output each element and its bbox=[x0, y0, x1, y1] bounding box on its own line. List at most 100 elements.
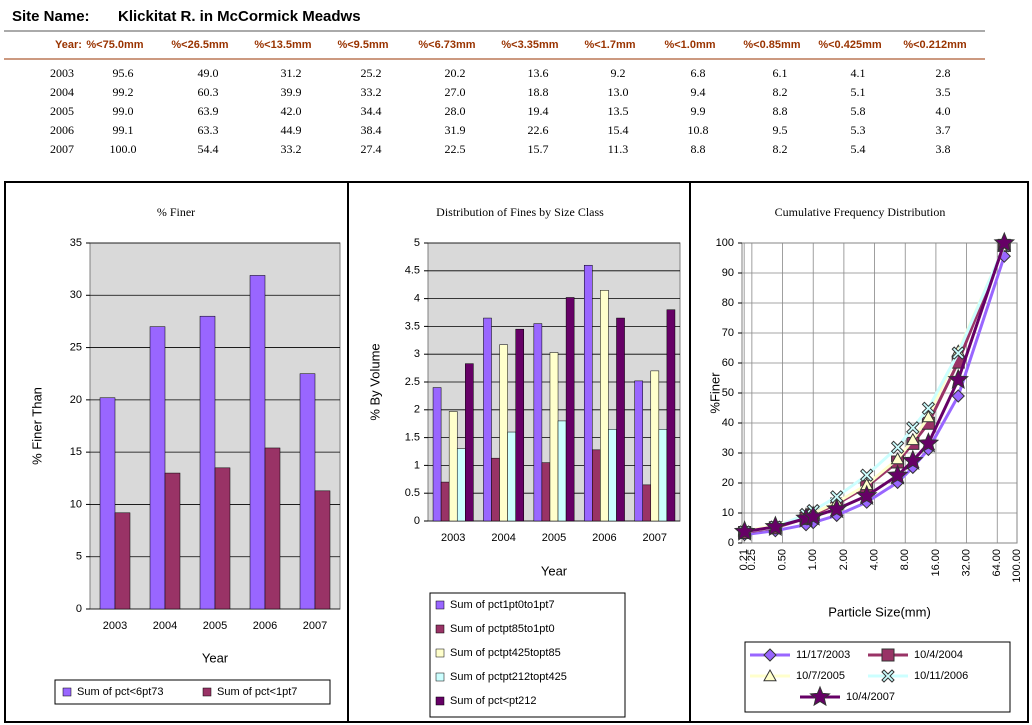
table-cell: 63.9 bbox=[198, 104, 219, 118]
site-name: Klickitat R. in McCormick Meadws bbox=[118, 8, 361, 25]
table-cell: 44.9 bbox=[281, 123, 302, 137]
table-cell: 99.2 bbox=[113, 85, 134, 99]
y-axis-label: % By Volume bbox=[367, 343, 382, 420]
table-cell: 4.1 bbox=[851, 66, 866, 80]
bar bbox=[515, 328, 525, 522]
bar bbox=[314, 490, 331, 610]
table-cell: 5.1 bbox=[851, 85, 866, 99]
marker bbox=[802, 505, 824, 526]
y-axis-label: % Finer Than bbox=[29, 387, 44, 465]
y-tick-label: 0.5 bbox=[405, 487, 420, 499]
table-cell: 2005 bbox=[50, 104, 74, 118]
y-tick-label: 10 bbox=[70, 498, 82, 510]
table-cell: 22.6 bbox=[528, 123, 549, 137]
legend-swatch bbox=[435, 624, 445, 634]
legend-marker bbox=[809, 685, 831, 707]
x-tick-label: 32.00 bbox=[960, 549, 972, 577]
column-header: Year: bbox=[55, 39, 82, 51]
column-header: %<0.85mm bbox=[743, 39, 800, 51]
table-cell: 5.3 bbox=[851, 123, 866, 137]
table-cell: 18.8 bbox=[528, 85, 549, 99]
legend-swatch bbox=[435, 600, 445, 610]
marker bbox=[825, 497, 848, 519]
legend-label: Sum of pct<6pt73 bbox=[77, 686, 164, 698]
x-tick-label: 2.00 bbox=[838, 549, 850, 570]
bar bbox=[642, 484, 652, 522]
legend-label: Sum of pct<1pt7 bbox=[217, 686, 297, 698]
bar bbox=[99, 397, 116, 610]
legend-label: Sum of pctpt212topt425 bbox=[450, 671, 567, 683]
bar bbox=[634, 380, 643, 522]
table-cell: 5.4 bbox=[851, 142, 866, 156]
y-tick-label: 0 bbox=[728, 537, 734, 549]
bar bbox=[164, 472, 181, 610]
bar bbox=[149, 326, 166, 610]
table-cell: 39.9 bbox=[281, 85, 302, 99]
bar bbox=[608, 429, 617, 522]
x-tick-label: 64.00 bbox=[991, 549, 1003, 577]
legend-label: 10/11/2006 bbox=[914, 670, 968, 682]
x-tick-label: 2006 bbox=[592, 532, 616, 544]
table-cell: 8.2 bbox=[773, 85, 788, 99]
y-axis-label: %Finer bbox=[707, 372, 722, 414]
x-tick-label: 2007 bbox=[643, 532, 667, 544]
table-cell: 99.1 bbox=[113, 123, 134, 137]
legend-label: 10/7/2005 bbox=[796, 670, 845, 682]
bar bbox=[557, 420, 567, 522]
marker bbox=[764, 515, 787, 536]
bar bbox=[616, 317, 625, 522]
table-cell: 27.0 bbox=[445, 85, 466, 99]
table-cell: 15.4 bbox=[608, 123, 629, 137]
table-cell: 31.2 bbox=[281, 66, 302, 80]
legend-box bbox=[54, 679, 331, 705]
bar bbox=[448, 411, 458, 522]
table-cell: 19.4 bbox=[528, 104, 549, 118]
table-cell: 63.3 bbox=[198, 123, 219, 137]
table-cell: 42.0 bbox=[281, 104, 302, 118]
table-cell: 4.0 bbox=[936, 104, 951, 118]
legend-swatch bbox=[435, 696, 445, 706]
table-cell: 100.0 bbox=[110, 142, 137, 156]
legend-label: Sum of pctpt425topt85 bbox=[450, 647, 561, 659]
y-tick-label: 35 bbox=[70, 237, 82, 249]
y-tick-label: 10 bbox=[722, 507, 734, 519]
bar bbox=[533, 323, 543, 522]
table-cell: 33.2 bbox=[361, 85, 382, 99]
y-tick-label: 3.5 bbox=[405, 320, 420, 332]
legend-label: 10/4/2004 bbox=[914, 649, 963, 661]
legend-marker bbox=[763, 648, 777, 662]
table-cell: 9.2 bbox=[611, 66, 626, 80]
chart-title: % Finer bbox=[157, 205, 195, 219]
table-cell: 54.4 bbox=[198, 142, 219, 156]
legend-label: Sum of pct1pt0to1pt7 bbox=[450, 599, 555, 611]
table-cell: 8.8 bbox=[691, 142, 706, 156]
table-cell: 38.4 bbox=[361, 123, 382, 137]
legend-box bbox=[429, 592, 626, 718]
column-header: %<3.35mm bbox=[501, 39, 558, 51]
legend-swatch bbox=[202, 687, 212, 697]
y-tick-label: 20 bbox=[70, 394, 82, 406]
bar bbox=[214, 467, 231, 610]
bar bbox=[483, 317, 492, 522]
column-header: %<9.5mm bbox=[337, 39, 388, 51]
x-tick-label: 2004 bbox=[153, 620, 177, 632]
bar bbox=[565, 297, 575, 522]
table-cell: 10.8 bbox=[688, 123, 709, 137]
bar bbox=[592, 449, 601, 522]
legend-swatch bbox=[435, 648, 445, 658]
marker bbox=[951, 389, 965, 403]
table-cell: 60.3 bbox=[198, 85, 219, 99]
table-cell: 15.7 bbox=[528, 142, 549, 156]
table-cell: 25.2 bbox=[361, 66, 382, 80]
legend-label: Sum of pct<pt212 bbox=[450, 695, 537, 707]
table-cell: 28.0 bbox=[445, 104, 466, 118]
x-tick-label: 8.00 bbox=[899, 549, 911, 570]
x-tick-label: 2003 bbox=[441, 532, 465, 544]
bar bbox=[299, 373, 316, 610]
x-axis-label: Year bbox=[202, 650, 229, 665]
chart-title: Distribution of Fines by Size Class bbox=[436, 205, 604, 219]
y-tick-label: 30 bbox=[722, 447, 734, 459]
bar bbox=[658, 429, 668, 522]
column-header: %<75.0mm bbox=[86, 39, 143, 51]
